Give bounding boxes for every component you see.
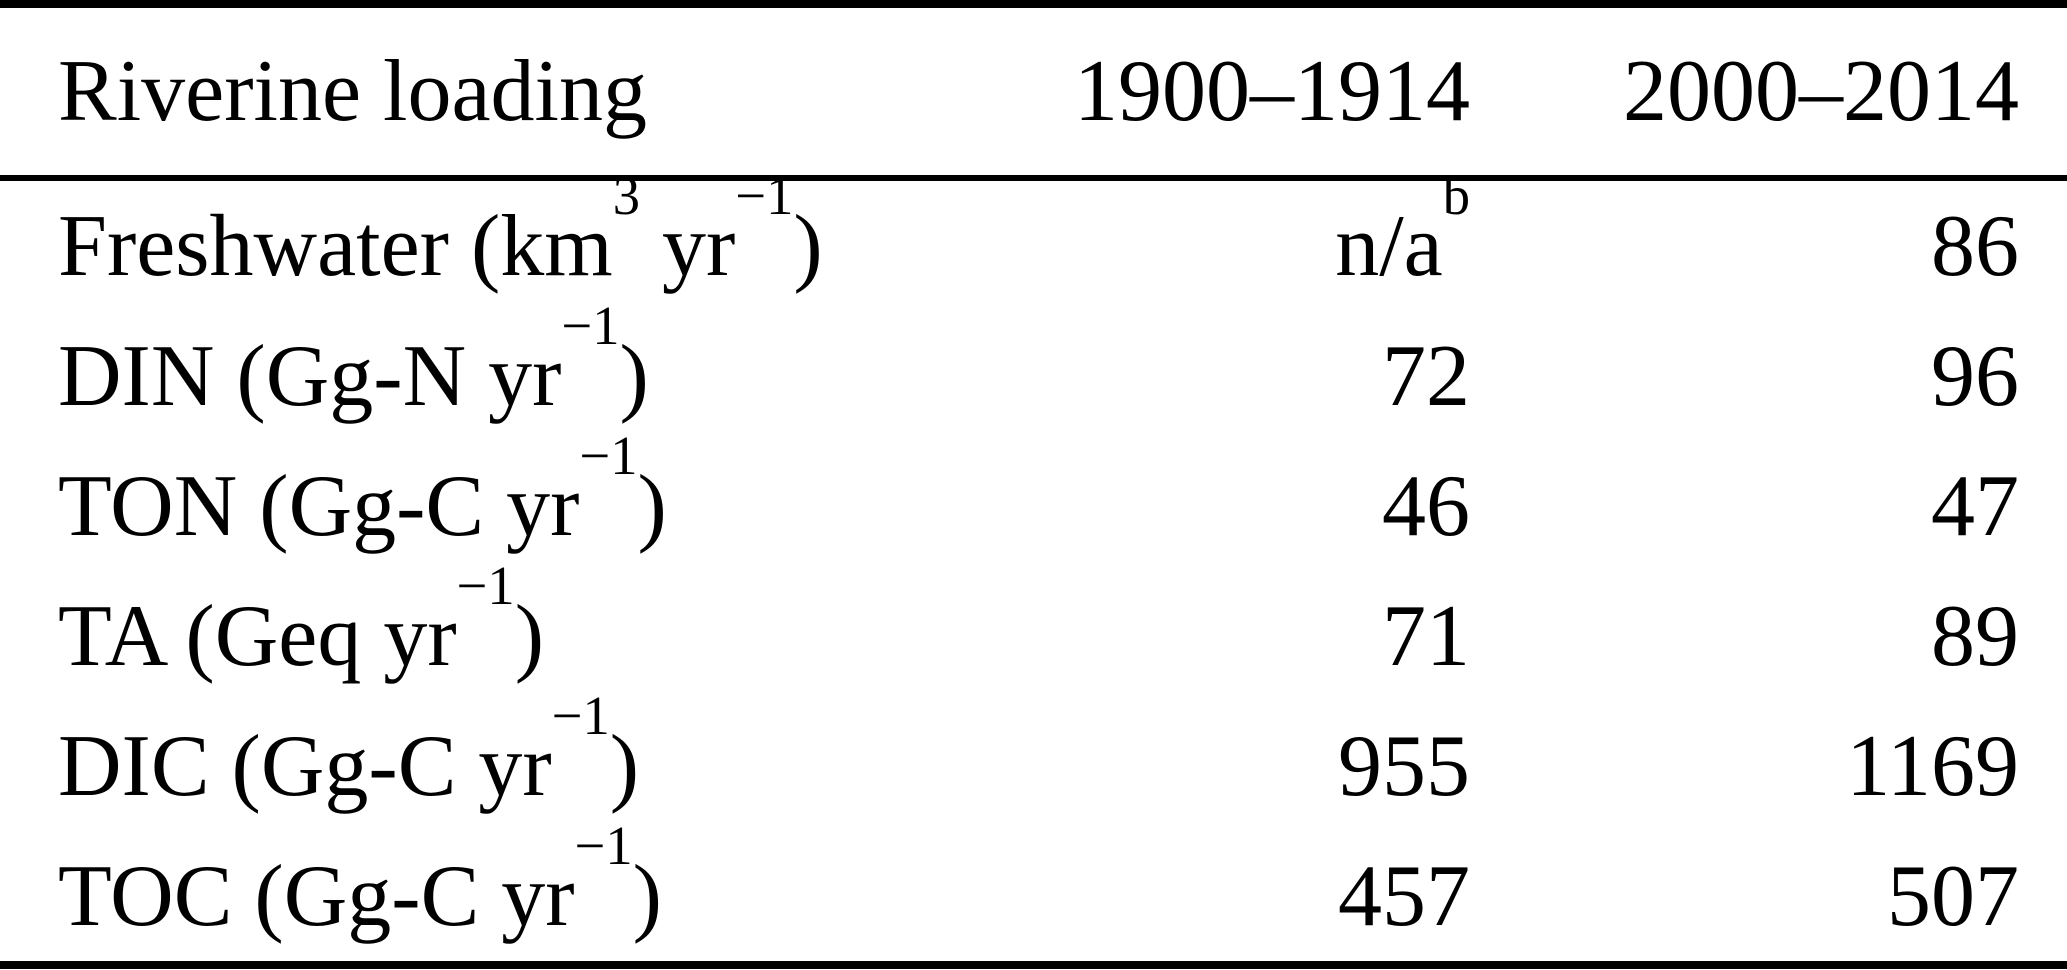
table-row-toc: TOC (Gg-C yr−1) 457 507 — [0, 815, 2067, 961]
footnote-marker: b — [1442, 165, 1470, 227]
superscript: 3 — [612, 165, 641, 227]
value-1900-1914: 46 — [1382, 457, 1470, 555]
header-period-1900-1914: 1900–1914 — [1074, 43, 1470, 140]
row-label: TOC (Gg-C yr−1) — [58, 815, 662, 945]
header-riverine-loading: Riverine loading — [58, 43, 647, 140]
table-row-ta: TA (Geq yr−1) 71 89 — [0, 555, 2067, 701]
superscript: −1 — [574, 815, 633, 877]
value-2000-2014: 96 — [1931, 327, 2019, 425]
value-1900-1914: 457 — [1338, 847, 1470, 945]
row-label: TON (Gg-C yr−1) — [58, 425, 667, 555]
table-top-rule — [0, 0, 2067, 8]
value-2000-2014: 507 — [1887, 847, 2019, 945]
row-label: DIN (Gg-N yr−1) — [58, 295, 649, 425]
value-1900-1914: n/ab — [1335, 165, 1470, 295]
value-2000-2014: 89 — [1931, 587, 2019, 685]
value-2000-2014: 47 — [1931, 457, 2019, 555]
row-label: DIC (Gg-C yr−1) — [58, 685, 640, 815]
header-period-2000-2014: 2000–2014 — [1623, 43, 2019, 140]
table-row-ton: TON (Gg-C yr−1) 46 47 — [0, 425, 2067, 571]
row-label: TA (Geq yr−1) — [58, 555, 544, 685]
table-bottom-rule — [0, 961, 2067, 969]
table-row-dic: DIC (Gg-C yr−1) 955 1169 — [0, 685, 2067, 831]
table-header-rule — [0, 175, 2067, 181]
value-2000-2014: 1169 — [1846, 717, 2019, 815]
value-1900-1914: 955 — [1338, 717, 1470, 815]
table-header-row: Riverine loading 1900–1914 2000–2014 — [0, 8, 2067, 175]
superscript: −1 — [551, 685, 610, 747]
row-label: Freshwater (km3 yr−1) — [58, 165, 823, 295]
value-1900-1914: 71 — [1382, 587, 1470, 685]
table-row-freshwater: Freshwater (km3 yr−1) n/ab 86 — [0, 165, 2067, 311]
superscript: −1 — [456, 555, 515, 617]
superscript: −1 — [561, 295, 620, 357]
table-row-din: DIN (Gg-N yr−1) 72 96 — [0, 295, 2067, 441]
superscript: −1 — [735, 165, 794, 227]
superscript: −1 — [579, 425, 638, 487]
value-1900-1914: 72 — [1382, 327, 1470, 425]
value-2000-2014: 86 — [1931, 197, 2019, 295]
